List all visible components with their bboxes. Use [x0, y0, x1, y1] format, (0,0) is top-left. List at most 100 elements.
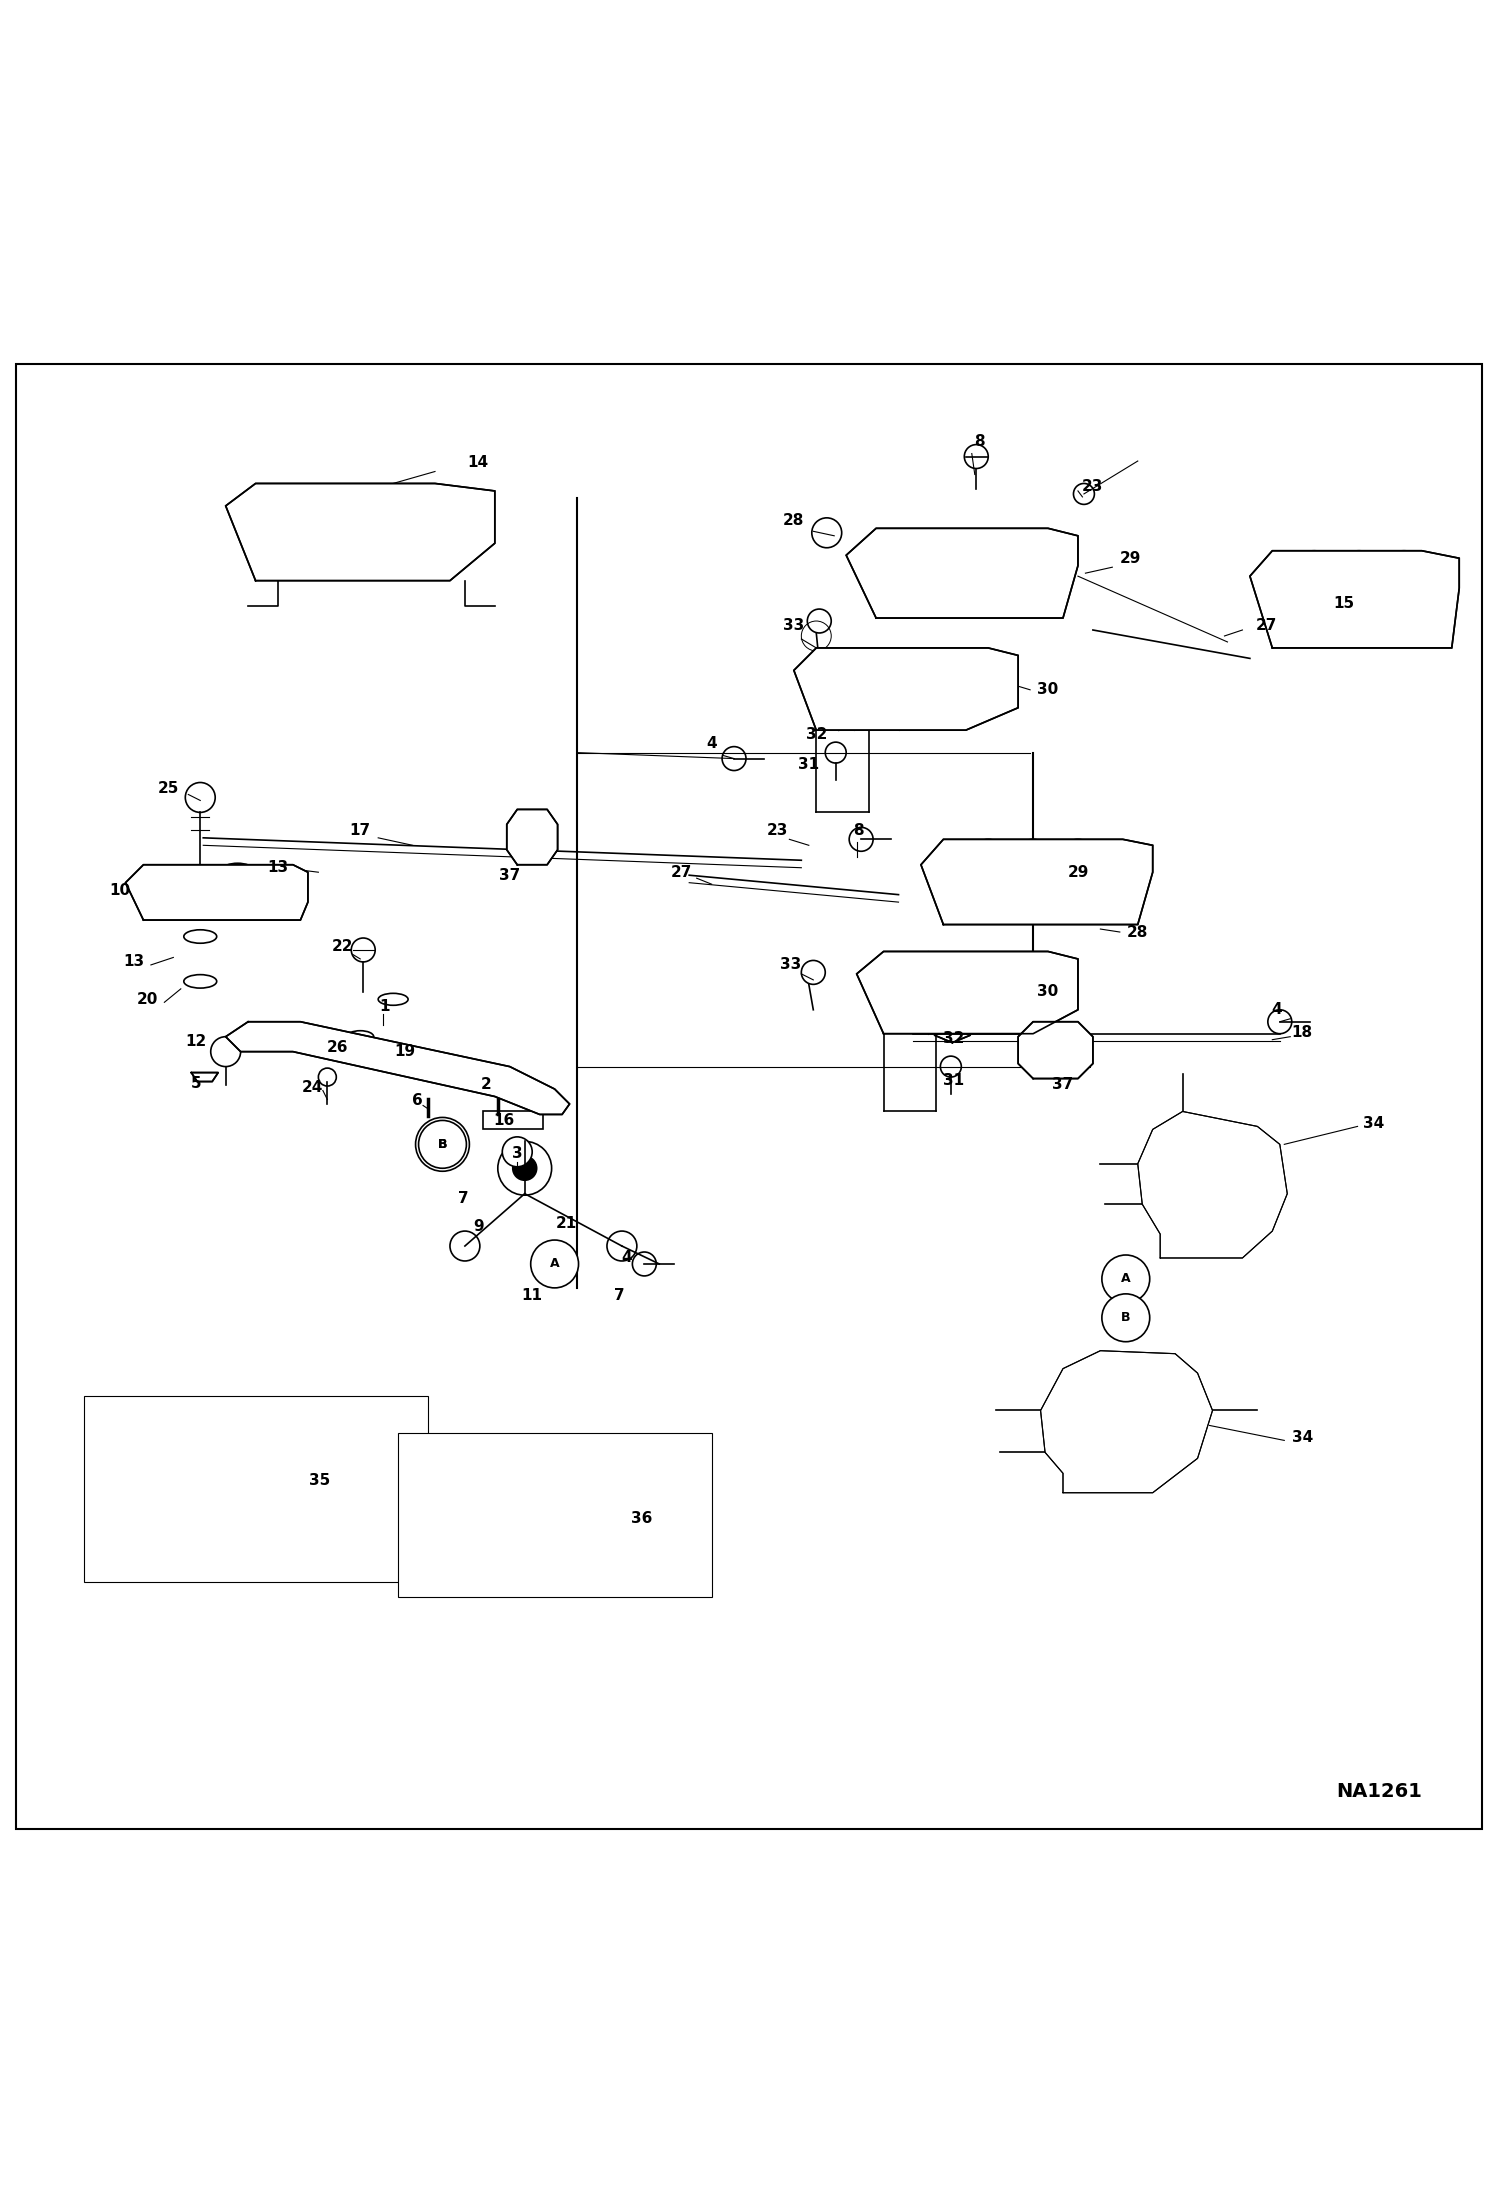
Polygon shape	[857, 952, 1079, 1033]
Text: 33: 33	[783, 618, 804, 634]
Circle shape	[807, 610, 831, 634]
Circle shape	[1194, 1182, 1216, 1206]
Circle shape	[607, 1230, 637, 1261]
Text: 23: 23	[767, 822, 788, 838]
Text: 10: 10	[109, 882, 130, 897]
Text: 11: 11	[521, 1287, 542, 1303]
Circle shape	[1110, 1371, 1137, 1397]
Circle shape	[965, 445, 989, 469]
Polygon shape	[935, 1029, 971, 1042]
Bar	[482, 1112, 542, 1129]
Circle shape	[632, 1252, 656, 1276]
Circle shape	[1183, 1138, 1212, 1167]
Text: 36: 36	[631, 1511, 652, 1526]
Polygon shape	[1041, 1351, 1212, 1493]
Polygon shape	[1138, 1112, 1287, 1259]
Circle shape	[319, 1068, 337, 1086]
Text: 12: 12	[186, 1033, 207, 1048]
Polygon shape	[921, 840, 1152, 925]
Text: 31: 31	[798, 757, 819, 772]
Polygon shape	[794, 647, 1019, 730]
Text: 9: 9	[473, 1219, 484, 1235]
Circle shape	[418, 1121, 466, 1169]
Text: NA1261: NA1261	[1336, 1783, 1422, 1800]
Text: A: A	[550, 1257, 559, 1270]
Text: 28: 28	[783, 513, 804, 529]
Bar	[84, 1395, 427, 1583]
Circle shape	[502, 1136, 532, 1167]
Text: 33: 33	[780, 958, 801, 971]
Text: 15: 15	[1333, 596, 1354, 610]
Circle shape	[849, 827, 873, 851]
Polygon shape	[1249, 550, 1459, 647]
Bar	[151, 1441, 324, 1553]
Text: 34: 34	[1363, 1116, 1384, 1132]
Text: 19: 19	[394, 1044, 415, 1059]
Text: 29: 29	[1067, 864, 1089, 879]
Circle shape	[1215, 1206, 1240, 1232]
Polygon shape	[506, 809, 557, 864]
Circle shape	[1222, 1158, 1248, 1184]
Circle shape	[449, 1230, 479, 1261]
Text: 37: 37	[1053, 1077, 1074, 1092]
Circle shape	[825, 741, 846, 763]
Polygon shape	[821, 715, 857, 730]
Bar	[397, 1432, 712, 1597]
Text: 20: 20	[136, 991, 159, 1007]
Text: 13: 13	[267, 860, 289, 875]
Circle shape	[415, 1118, 469, 1171]
Text: 17: 17	[349, 822, 372, 838]
Text: 13: 13	[124, 954, 145, 969]
Text: A: A	[1121, 1272, 1131, 1285]
Text: 14: 14	[467, 454, 488, 469]
Text: 6: 6	[412, 1094, 422, 1107]
Text: 29: 29	[1119, 550, 1141, 566]
Text: 5: 5	[190, 1075, 201, 1090]
Text: 35: 35	[309, 1474, 331, 1489]
Text: B: B	[1121, 1311, 1131, 1325]
Polygon shape	[192, 1072, 219, 1081]
Text: 3: 3	[512, 1145, 523, 1160]
Text: 4: 4	[706, 737, 718, 752]
Circle shape	[1115, 1421, 1137, 1445]
Text: 34: 34	[1291, 1430, 1312, 1445]
Text: 4: 4	[622, 1250, 632, 1265]
Text: 16: 16	[493, 1112, 514, 1127]
Circle shape	[530, 1239, 578, 1287]
Text: 8: 8	[852, 822, 863, 838]
Text: 27: 27	[1255, 618, 1276, 634]
Text: 2: 2	[481, 1077, 491, 1092]
Text: 4: 4	[1272, 1002, 1282, 1018]
Text: 27: 27	[671, 864, 692, 879]
Circle shape	[1131, 1447, 1153, 1469]
Text: 1: 1	[379, 1000, 389, 1015]
Text: 24: 24	[301, 1079, 324, 1094]
Text: B: B	[437, 1138, 448, 1151]
Text: 26: 26	[327, 1039, 349, 1055]
Text: B: B	[437, 1138, 448, 1151]
Circle shape	[1138, 1395, 1161, 1419]
Text: 25: 25	[159, 781, 180, 796]
Text: 22: 22	[331, 939, 354, 954]
Polygon shape	[226, 482, 494, 581]
Circle shape	[722, 746, 746, 770]
Circle shape	[941, 1057, 962, 1077]
Polygon shape	[226, 1022, 569, 1114]
Circle shape	[801, 961, 825, 985]
Circle shape	[1103, 1254, 1150, 1303]
Text: 18: 18	[1291, 1024, 1312, 1039]
Text: 7: 7	[614, 1287, 625, 1303]
Text: 30: 30	[1038, 682, 1059, 697]
Circle shape	[1074, 482, 1095, 504]
Circle shape	[1103, 1294, 1150, 1342]
Text: 32: 32	[806, 728, 827, 741]
Text: 7: 7	[458, 1191, 469, 1206]
Text: 28: 28	[1126, 925, 1149, 939]
Text: 30: 30	[1038, 985, 1059, 1000]
Text: 23: 23	[1082, 478, 1104, 493]
Text: 8: 8	[974, 434, 984, 450]
Polygon shape	[846, 529, 1079, 618]
Text: 37: 37	[499, 868, 520, 884]
Circle shape	[812, 518, 842, 548]
Text: 21: 21	[556, 1217, 577, 1230]
